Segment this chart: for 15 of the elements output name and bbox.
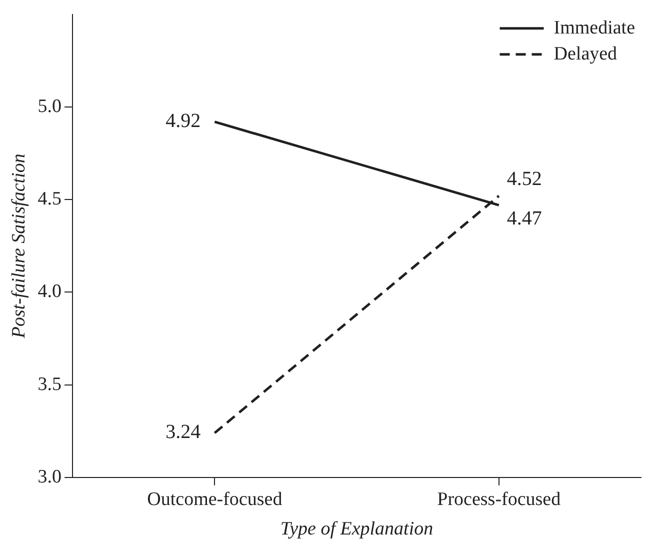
x-tick-label: Process-focused	[437, 488, 562, 510]
x-axis-title: Type of Explanation	[280, 518, 434, 540]
y-tick-label: 5.0	[38, 96, 62, 117]
y-tick-label: 3.5	[38, 374, 62, 395]
data-label: 4.92	[166, 110, 201, 132]
y-tick-label: 3.0	[38, 466, 62, 488]
legend-label: Delayed	[554, 43, 618, 64]
y-tick-label: 4.0	[38, 281, 62, 302]
data-label: 3.24	[166, 421, 201, 444]
legend-label: Immediate	[554, 17, 636, 38]
data-label: 4.52	[506, 168, 542, 190]
y-tick-label: 4.5	[38, 188, 62, 210]
data-label: 4.47	[506, 207, 542, 230]
y-axis-title: Post-failure Satisfaction	[8, 154, 30, 340]
x-tick-label: Outcome-focused	[147, 488, 283, 510]
